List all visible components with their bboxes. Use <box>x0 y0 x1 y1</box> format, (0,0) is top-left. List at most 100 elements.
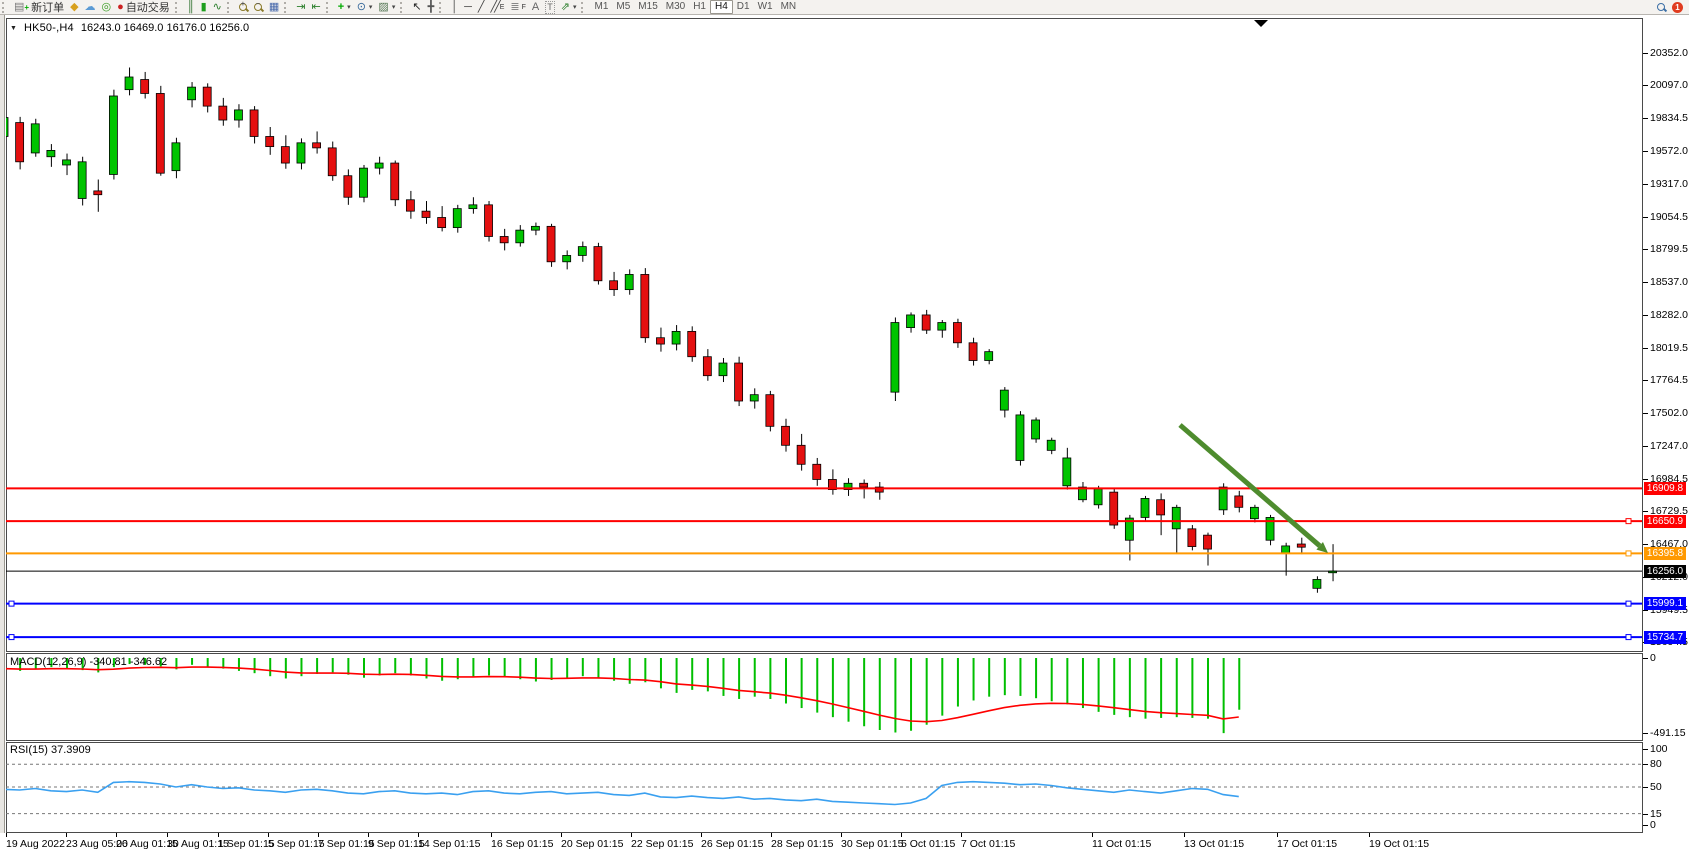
text-button[interactable]: A <box>529 1 542 14</box>
candlestick-chart-icon: ▮ <box>200 0 207 13</box>
vertical-line-button[interactable]: │ <box>448 1 461 14</box>
fibonacci-button[interactable]: ≣ F <box>510 0 526 13</box>
time-label: 22 Sep 01:15 <box>631 838 694 850</box>
timeframe-d1[interactable]: D1 <box>736 1 750 12</box>
price-label: 20352.0 <box>1650 46 1688 59</box>
crosshair-button[interactable]: ╋ <box>425 1 438 14</box>
horizontal-line-icon: ─ <box>464 0 472 13</box>
indicators-button[interactable]: + ▾ <box>335 1 354 14</box>
equidistant-channel-button[interactable]: ╱╱ E <box>490 0 505 13</box>
price-label: 17764.5 <box>1650 374 1688 387</box>
navigator-button[interactable]: ◎ <box>99 1 115 14</box>
time-tick <box>318 833 319 837</box>
time-label: 17 Oct 01:15 <box>1277 838 1338 850</box>
bar-chart-button[interactable]: ║ <box>184 1 198 14</box>
dropdown-arrow-icon: ▾ <box>391 4 396 11</box>
templates-button[interactable]: ▨ ▾ <box>375 1 398 14</box>
auto-trading-button[interactable]: ● 自动交易 <box>114 1 173 14</box>
price-tick <box>1643 347 1648 349</box>
price-tick <box>1643 478 1648 480</box>
toolbar-group-separator <box>400 1 407 13</box>
timeframe-mn[interactable]: MN <box>780 1 797 12</box>
price-label: 18537.0 <box>1650 276 1688 289</box>
price-tick <box>1643 183 1648 185</box>
line-chart-button[interactable]: ∿ <box>210 1 225 14</box>
price-badge-15999.1: 15999.1 <box>1644 597 1686 611</box>
price-label: 17502.0 <box>1650 407 1688 420</box>
time-tick <box>1184 833 1185 837</box>
time-tick <box>1369 833 1370 837</box>
time-tick <box>701 833 702 837</box>
chart-shift-button[interactable]: ⇤ <box>309 1 324 14</box>
cursor-icon: ↖ <box>412 0 422 13</box>
chart-title: ▼ HK50-,H4 16243.0 16469.0 16176.0 16256… <box>10 22 249 34</box>
price-label: 17247.0 <box>1650 439 1688 452</box>
time-label: 28 Sep 01:15 <box>771 838 834 850</box>
time-label: 9 Sep 01:15 <box>368 838 425 850</box>
time-label: 1 Sep 01:15 <box>218 838 275 850</box>
time-label: 13 Oct 01:15 <box>1184 838 1245 850</box>
timeframe-h1[interactable]: H1 <box>693 1 706 12</box>
periods-button[interactable]: ⊙ ▾ <box>354 1 376 14</box>
tile-windows-button[interactable]: ▦ <box>266 1 282 14</box>
cursor-button[interactable]: ↖ <box>409 1 424 14</box>
zoom-out-button[interactable]: − <box>251 1 266 14</box>
auto-scroll-icon: ⇥ <box>296 0 306 13</box>
auto-scroll-button[interactable]: ⇥ <box>293 1 308 14</box>
time-label: 7 Oct 01:15 <box>961 838 1016 850</box>
time-label: 5 Oct 01:15 <box>901 838 956 850</box>
time-tick <box>418 833 419 837</box>
time-axis[interactable] <box>0 833 1689 855</box>
price-label: 19834.5 <box>1650 112 1688 125</box>
time-tick <box>961 833 962 837</box>
price-tick <box>1643 118 1648 120</box>
toolbar-group-separator <box>325 1 333 13</box>
new-order-icon: ▤+ <box>14 0 30 13</box>
price-tick <box>1643 84 1648 86</box>
price-label: 19317.0 <box>1650 177 1688 190</box>
time-tick <box>771 833 772 837</box>
candlestick-chart-button[interactable]: ▮ <box>198 1 210 14</box>
new-order-button[interactable]: ▤+ 新订单 <box>11 1 67 14</box>
trendline-button[interactable]: ╱ <box>475 1 488 14</box>
time-tick <box>116 833 117 837</box>
zoom-in-button[interactable]: + <box>236 1 251 14</box>
timeframe-w1[interactable]: W1 <box>757 1 773 12</box>
chart-shift-icon: ⇤ <box>311 0 321 13</box>
toolbar-drag-handle[interactable] <box>2 1 9 13</box>
text-label-button[interactable]: T <box>542 0 558 14</box>
notification-badge[interactable]: 1 <box>1672 1 1683 13</box>
rsi-label: 15 <box>1650 807 1662 820</box>
timeframe-m1[interactable]: M1 <box>594 1 609 12</box>
rsi-tick <box>1643 787 1648 788</box>
price-tick <box>1643 609 1648 611</box>
horizontal-line-button[interactable]: ─ <box>461 1 475 14</box>
time-label: 19 Oct 01:15 <box>1369 838 1430 850</box>
data-window-button[interactable]: ☁ <box>82 1 99 14</box>
timeframe-m5[interactable]: M5 <box>616 1 631 12</box>
macd-indicator-label: MACD(12,26,9) -340.81 -346.62 <box>10 656 168 668</box>
timeframe-m30[interactable]: M30 <box>665 1 686 12</box>
time-tick <box>268 833 269 837</box>
price-label: 18282.0 <box>1650 308 1688 321</box>
time-label: 14 Sep 01:15 <box>418 838 481 850</box>
time-label: 16 Sep 01:15 <box>491 838 554 850</box>
macd-panel[interactable] <box>6 653 1643 741</box>
timeframe-m15[interactable]: M15 <box>638 1 658 12</box>
time-label: 30 Aug 01:15 <box>167 838 229 850</box>
timeframe-h4[interactable]: H4 <box>710 0 733 14</box>
macd-min-label: -491.15 <box>1650 726 1686 739</box>
price-tick <box>1643 282 1648 284</box>
collapse-indicator-icon[interactable]: ▼ <box>10 24 17 32</box>
market-watch-button[interactable]: ◆ <box>67 1 81 14</box>
zoom-out-icon: − <box>253 1 265 12</box>
rsi-panel[interactable] <box>6 742 1643 833</box>
search-icon[interactable] <box>1657 2 1668 12</box>
price-badge-15734.7: 15734.7 <box>1644 630 1686 644</box>
time-tick <box>6 833 7 837</box>
time-label: 20 Sep 01:15 <box>561 838 624 850</box>
price-tick <box>1643 314 1648 316</box>
text-icon: A <box>531 0 540 13</box>
arrows-button[interactable]: ⇗ ▾ <box>558 1 580 14</box>
price-panel[interactable] <box>6 18 1643 652</box>
